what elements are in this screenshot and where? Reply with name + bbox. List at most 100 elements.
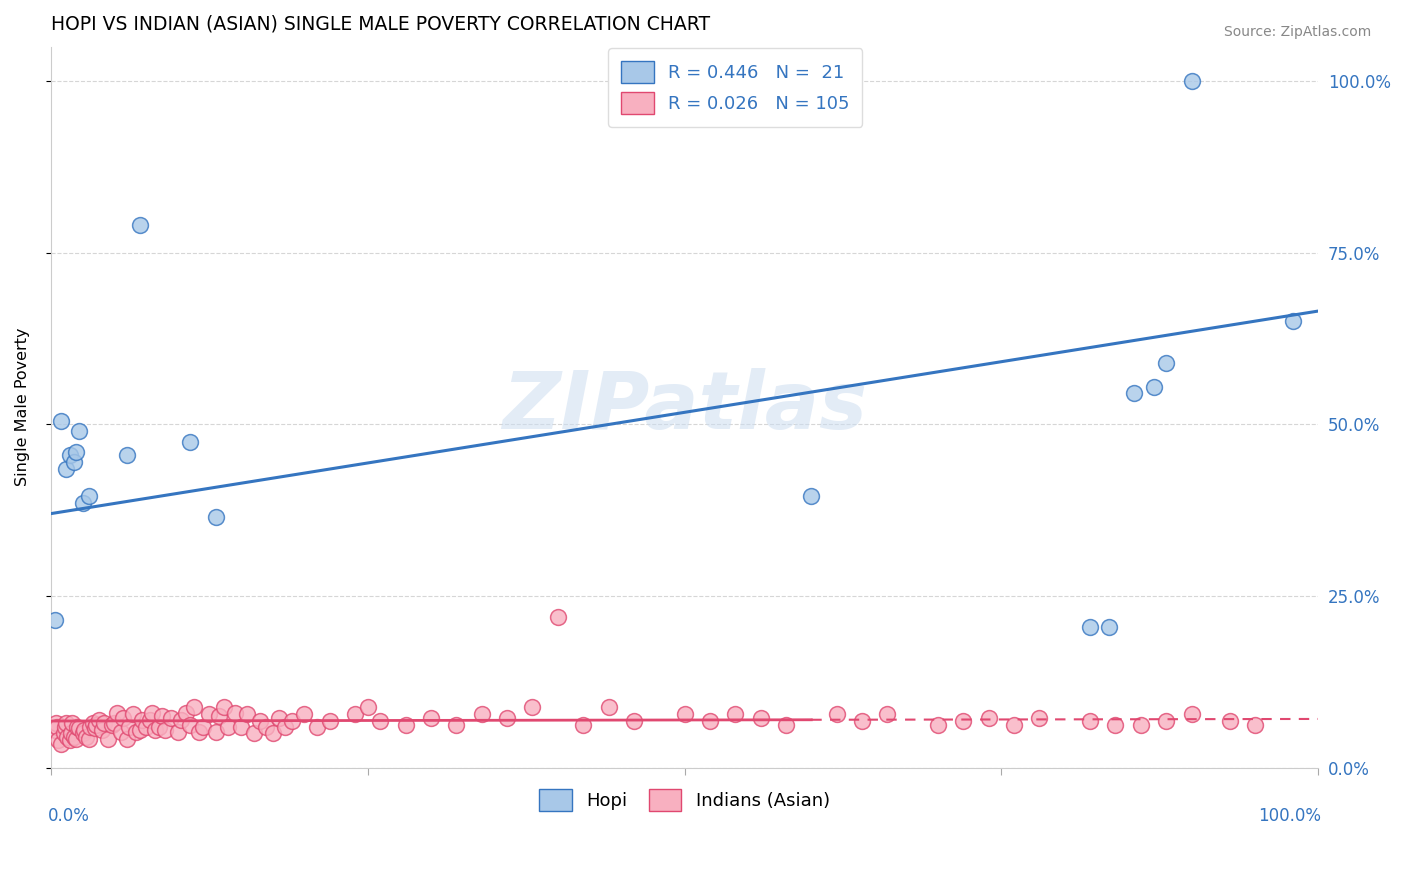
Point xyxy=(115,448,138,462)
Point xyxy=(1142,379,1164,393)
Point xyxy=(110,725,132,739)
Point xyxy=(135,719,157,733)
Point xyxy=(242,726,264,740)
Point xyxy=(62,730,84,744)
Point xyxy=(522,700,544,714)
Point xyxy=(927,718,949,732)
Point xyxy=(1129,718,1152,732)
Point xyxy=(179,434,201,449)
Point xyxy=(229,719,252,733)
Point xyxy=(876,707,898,722)
Point xyxy=(800,490,823,504)
Point xyxy=(53,719,76,733)
Point xyxy=(52,726,75,740)
Point xyxy=(141,706,163,720)
Point xyxy=(208,709,231,723)
Point xyxy=(217,719,239,733)
Point xyxy=(75,730,97,744)
Point xyxy=(1078,714,1101,728)
Point xyxy=(198,707,221,722)
Point xyxy=(60,716,83,731)
Point xyxy=(977,711,1000,725)
Point xyxy=(1154,355,1177,369)
Point xyxy=(44,613,66,627)
Point xyxy=(1123,386,1146,401)
Point xyxy=(118,719,141,733)
Point xyxy=(67,721,90,735)
Point xyxy=(1104,718,1126,732)
Point xyxy=(204,510,226,524)
Point xyxy=(49,737,72,751)
Point xyxy=(148,719,170,733)
Point xyxy=(292,707,315,722)
Point xyxy=(77,490,100,504)
Point xyxy=(45,716,67,731)
Point xyxy=(191,719,214,733)
Text: 100.0%: 100.0% xyxy=(1258,807,1320,825)
Point xyxy=(280,714,302,728)
Point xyxy=(274,719,297,733)
Point xyxy=(90,723,112,737)
Point xyxy=(1180,707,1202,722)
Point xyxy=(60,726,83,740)
Point xyxy=(775,718,797,732)
Point xyxy=(44,723,66,737)
Point xyxy=(170,713,193,727)
Point xyxy=(179,718,201,732)
Point xyxy=(143,723,166,737)
Point xyxy=(262,726,284,740)
Point xyxy=(112,711,135,725)
Point xyxy=(825,707,848,722)
Point xyxy=(1244,718,1267,732)
Point xyxy=(131,713,153,727)
Point xyxy=(65,731,87,746)
Point xyxy=(623,714,645,728)
Point xyxy=(952,714,974,728)
Point xyxy=(420,711,443,725)
Point xyxy=(357,700,380,714)
Point xyxy=(318,714,340,728)
Point xyxy=(62,455,84,469)
Point xyxy=(73,723,96,737)
Point xyxy=(188,725,211,739)
Text: 0.0%: 0.0% xyxy=(48,807,90,825)
Point xyxy=(150,709,173,723)
Point xyxy=(59,733,82,747)
Point xyxy=(572,718,595,732)
Point xyxy=(1028,711,1050,725)
Point xyxy=(48,733,70,747)
Point xyxy=(183,700,205,714)
Point xyxy=(166,725,188,739)
Point xyxy=(236,707,259,722)
Point xyxy=(471,707,494,722)
Point xyxy=(128,218,150,232)
Point xyxy=(97,731,120,746)
Point xyxy=(395,718,418,732)
Point xyxy=(851,714,873,728)
Point xyxy=(344,707,367,722)
Point xyxy=(122,707,145,722)
Point xyxy=(160,711,183,725)
Point xyxy=(55,716,77,731)
Point xyxy=(86,718,108,732)
Point xyxy=(138,713,160,727)
Point xyxy=(446,718,468,732)
Point xyxy=(1219,714,1241,728)
Point xyxy=(1154,714,1177,728)
Point xyxy=(724,707,747,722)
Point xyxy=(72,496,94,510)
Point xyxy=(305,719,328,733)
Point xyxy=(67,424,90,438)
Point xyxy=(65,445,87,459)
Point xyxy=(496,711,519,725)
Point xyxy=(93,716,115,731)
Point xyxy=(1180,74,1202,88)
Point xyxy=(46,719,69,733)
Point xyxy=(204,725,226,739)
Point xyxy=(66,719,89,733)
Point xyxy=(79,719,101,733)
Point xyxy=(100,718,122,732)
Point xyxy=(128,723,150,737)
Point xyxy=(49,414,72,428)
Point xyxy=(56,730,79,744)
